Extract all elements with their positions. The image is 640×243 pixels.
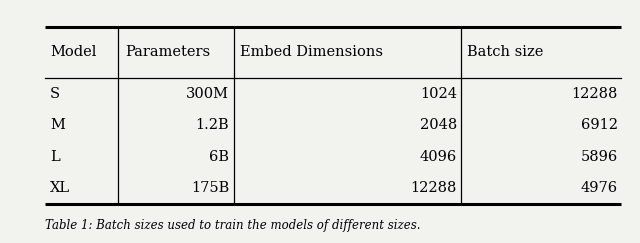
Text: 6B: 6B	[209, 150, 229, 164]
Text: XL: XL	[50, 181, 70, 195]
Text: M: M	[50, 118, 65, 132]
Text: 4096: 4096	[420, 150, 457, 164]
Text: 2048: 2048	[420, 118, 457, 132]
Text: S: S	[50, 87, 60, 101]
Text: Table 1: Batch sizes used to train the models of different sizes.: Table 1: Batch sizes used to train the m…	[45, 219, 420, 233]
Text: Batch size: Batch size	[467, 45, 543, 59]
Text: 12288: 12288	[411, 181, 457, 195]
Text: Parameters: Parameters	[125, 45, 210, 59]
Text: 4976: 4976	[580, 181, 618, 195]
Text: 6912: 6912	[580, 118, 618, 132]
Text: Embed Dimensions: Embed Dimensions	[240, 45, 383, 59]
Text: 300M: 300M	[186, 87, 229, 101]
Text: 1.2B: 1.2B	[195, 118, 229, 132]
Text: 175B: 175B	[191, 181, 229, 195]
Text: 1024: 1024	[420, 87, 457, 101]
Text: 12288: 12288	[572, 87, 618, 101]
Text: Model: Model	[50, 45, 96, 59]
Text: 5896: 5896	[580, 150, 618, 164]
Text: L: L	[50, 150, 60, 164]
